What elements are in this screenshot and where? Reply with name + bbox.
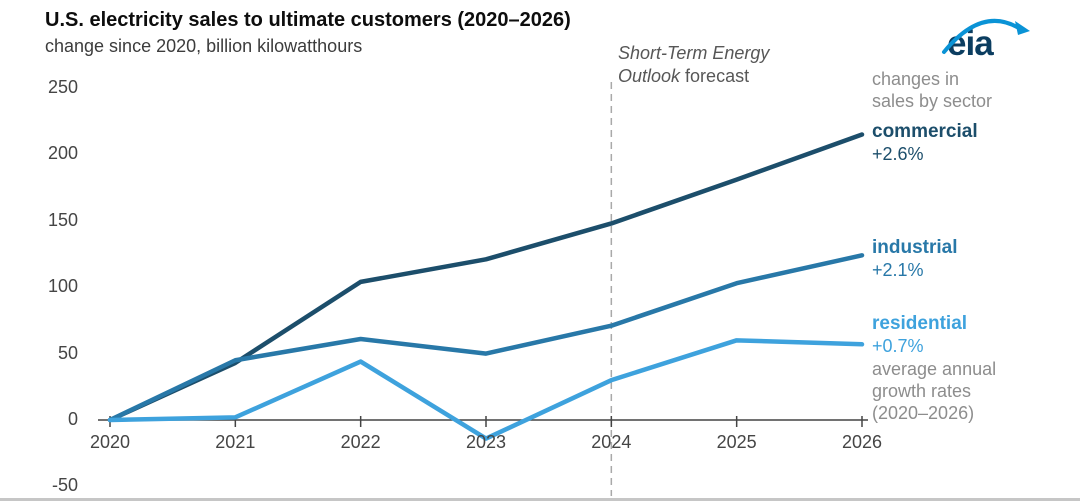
legend-commercial: commercial +2.6% (872, 120, 978, 166)
legend-industrial: industrial +2.1% (872, 236, 958, 282)
sector-note-line2: sales by sector (872, 91, 993, 111)
legend-residential: residential +0.7% (872, 312, 967, 358)
x-tick-label-2026: 2026 (841, 432, 883, 452)
series-line-residential (107, 338, 865, 441)
x-tick-label-2025: 2025 (716, 432, 757, 452)
forecast-annotation-line1-text: Short-Term Energy (618, 43, 770, 63)
x-tick-label-2023: 2023 (465, 432, 507, 452)
x-tick-label-2022: 2022 (340, 432, 381, 452)
eia-logo: eia (947, 24, 994, 63)
forecast-annotation-line1: Short-Term Energy (618, 42, 769, 65)
y-tick-label-0: 0 (67, 409, 78, 429)
y-tick-label--50: -50 (51, 475, 78, 496)
growth-rates-note-line3: (2020–2026) (872, 403, 975, 423)
x-tick-label-2024: 2024 (591, 432, 632, 452)
forecast-annotation-forecast: forecast (685, 66, 750, 86)
y-tick-label-200: 200 (47, 143, 78, 164)
page-subtitle: change since 2020, billion kilowatthours (45, 36, 363, 56)
x-tick-label-2020: 2020 (89, 432, 131, 452)
y-tick-label-50: 50 (57, 342, 78, 363)
sector-note-line1: changes in (872, 69, 960, 89)
legend-residential-growth: +0.7% (872, 336, 924, 356)
series-line-industrial (107, 253, 865, 423)
growth-rates-note-line1: average annual (872, 359, 997, 379)
legend-industrial-growth: +2.1% (872, 260, 924, 280)
page-title: U.S. electricity sales to ultimate custo… (45, 9, 571, 31)
legend-residential-name: residential (872, 313, 968, 334)
forecast-annotation-line2: Outlook forecast (618, 65, 769, 88)
forecast-annotation-outlook: Outlook (618, 66, 681, 86)
y-tick-label-150: 150 (47, 209, 78, 230)
y-tick-label-250: 250 (47, 77, 78, 97)
bottom-divider (0, 498, 1080, 501)
sector-note: changes in sales by sector (872, 68, 992, 112)
growth-rates-note-line2: growth rates (872, 381, 972, 401)
series-line-commercial (107, 132, 865, 423)
legend-commercial-name: commercial (872, 121, 978, 142)
y-tick-label-100: 100 (47, 276, 78, 297)
legend-industrial-name: industrial (872, 237, 958, 258)
x-tick-label-2021: 2021 (215, 432, 256, 452)
growth-rates-note: average annual growth rates (2020–2026) (872, 358, 996, 424)
eia-logo-swoosh-icon (942, 19, 1030, 54)
forecast-annotation: Short-Term Energy Outlook forecast (618, 42, 769, 88)
legend-commercial-growth: +2.6% (872, 144, 924, 164)
